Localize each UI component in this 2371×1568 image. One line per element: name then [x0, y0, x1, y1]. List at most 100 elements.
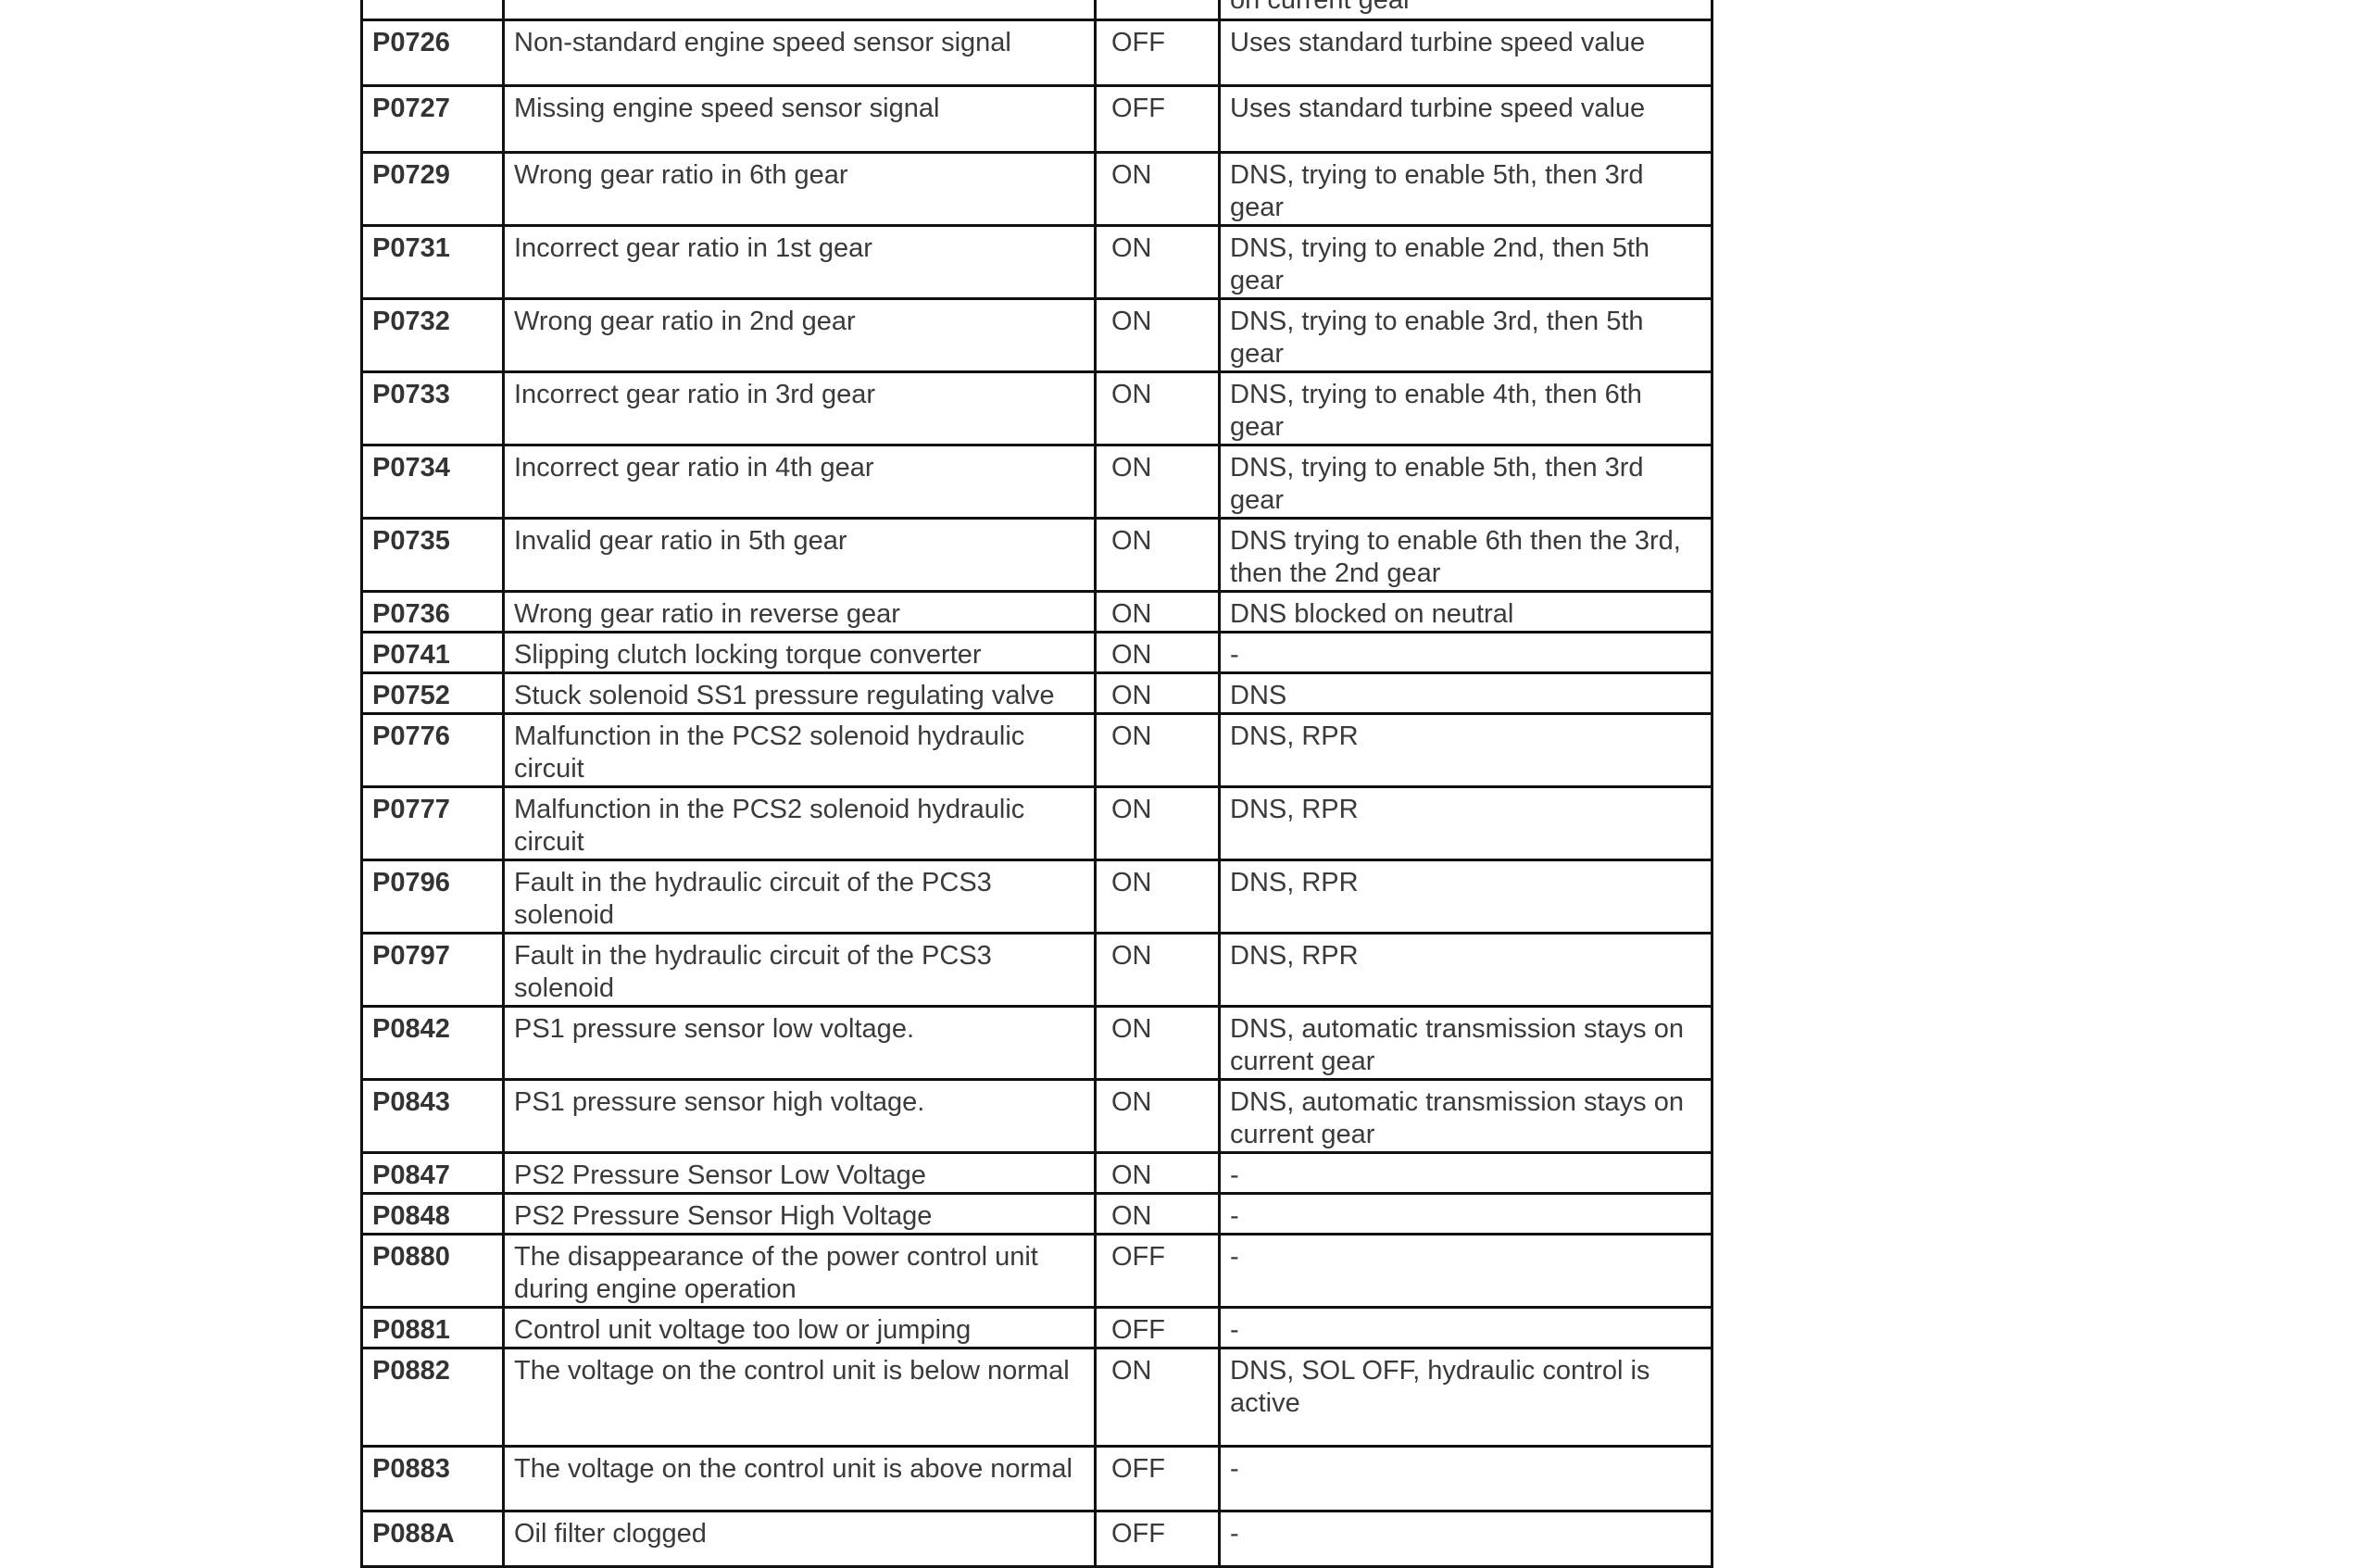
- code-cell: P0752: [360, 671, 505, 715]
- code-cell: P0883: [360, 1445, 505, 1512]
- description-cell: PS1 pressure sensor high voltage.: [502, 1078, 1097, 1154]
- description-cell: Slipping clutch locking torque converter: [502, 631, 1097, 674]
- description-cell: Non-standard engine speed sensor signal: [502, 19, 1097, 87]
- code-cell: P0796: [360, 859, 505, 935]
- action-cell: DNS blocked on neutral: [1218, 590, 1713, 633]
- table-row: P0796 Fault in the hydraulic circuit of t…: [360, 859, 1713, 935]
- indicator-cell: OFF: [1094, 1445, 1221, 1512]
- indicator-cell: ON: [1094, 1151, 1221, 1195]
- action-cell: DNS, RPR: [1218, 785, 1713, 861]
- table-row: P088A Oil filter clogged OFF -: [360, 1510, 1713, 1568]
- action-cell: DNS, trying to enable 2nd, then 5th gear: [1218, 224, 1713, 300]
- table-row: P0726 Non-standard engine speed sensor si…: [360, 19, 1713, 87]
- code-cell: P0729: [360, 151, 505, 227]
- action-cell: DNS trying to enable 6th then the 3rd, t…: [1218, 517, 1713, 593]
- action-cell: -: [1218, 1192, 1713, 1236]
- action-cell: DNS, trying to enable 4th, then 6th gear: [1218, 370, 1713, 446]
- description-cell: The voltage on the control unit is below…: [502, 1347, 1097, 1448]
- action-cell: -: [1218, 1510, 1713, 1568]
- action-cell: -: [1218, 1151, 1713, 1195]
- description-cell: Wrong gear ratio in reverse gear: [502, 590, 1097, 633]
- action-cell: DNS, trying to enable 5th, then 3rd gear: [1218, 444, 1713, 520]
- description-cell: Malfunction in the PCS2 solenoid hydraul…: [502, 785, 1097, 861]
- fault-code-table: on current gear P0726 Non-standard engine…: [360, 0, 1713, 1568]
- action-cell: DNS, RPR: [1218, 712, 1713, 788]
- code-cell: P088A: [360, 1510, 505, 1568]
- indicator-cell: ON: [1094, 1078, 1221, 1154]
- description-cell: Oil filter clogged: [502, 1510, 1097, 1568]
- indicator-cell: ON: [1094, 1005, 1221, 1081]
- description-cell: The voltage on the control unit is above…: [502, 1445, 1097, 1512]
- table-row: P0797 Fault in the hydraulic circuit of t…: [360, 932, 1713, 1008]
- action-cell: -: [1218, 631, 1713, 674]
- table-row: P0883 The voltage on the control unit is …: [360, 1445, 1713, 1512]
- indicator-cell: ON: [1094, 297, 1221, 373]
- indicator-cell: ON: [1094, 517, 1221, 593]
- description-cell: PS2 Pressure Sensor Low Voltage: [502, 1151, 1097, 1195]
- table-row: P0777 Malfunction in the PCS2 solenoid hy…: [360, 785, 1713, 861]
- indicator-cell: ON: [1094, 1347, 1221, 1448]
- indicator-cell: OFF: [1094, 1233, 1221, 1309]
- code-cell: [360, 0, 505, 21]
- table-row: P0848 PS2 Pressure Sensor High Voltage ON -: [360, 1192, 1713, 1236]
- indicator-cell: ON: [1094, 444, 1221, 520]
- indicator-cell: ON: [1094, 1192, 1221, 1236]
- table-row: P0729 Wrong gear ratio in 6th gear ON DNS, …: [360, 151, 1713, 227]
- description-cell: PS2 Pressure Sensor High Voltage: [502, 1192, 1097, 1236]
- indicator-cell: ON: [1094, 631, 1221, 674]
- table-row: P0734 Incorrect gear ratio in 4th gear ON D…: [360, 444, 1713, 520]
- table-row: P0736 Wrong gear ratio in reverse gear ON D…: [360, 590, 1713, 633]
- table-row: P0881 Control unit voltage too low or jum…: [360, 1306, 1713, 1349]
- indicator-cell: ON: [1094, 671, 1221, 715]
- table-row: P0880 The disappearance of the power cont…: [360, 1233, 1713, 1309]
- indicator-cell: OFF: [1094, 84, 1221, 154]
- action-cell: on current gear: [1218, 0, 1713, 21]
- description-cell: PS1 pressure sensor low voltage.: [502, 1005, 1097, 1081]
- action-cell: DNS, RPR: [1218, 932, 1713, 1008]
- description-cell: [502, 0, 1097, 21]
- code-cell: P0881: [360, 1306, 505, 1349]
- table-row: P0731 Incorrect gear ratio in 1st gear ON D…: [360, 224, 1713, 300]
- code-cell: P0734: [360, 444, 505, 520]
- table-row: on current gear: [360, 0, 1713, 21]
- code-cell: P0731: [360, 224, 505, 300]
- action-cell: Uses standard turbine speed value: [1218, 84, 1713, 154]
- table-row: P0843 PS1 pressure sensor high voltage. ON…: [360, 1078, 1713, 1154]
- action-cell: -: [1218, 1445, 1713, 1512]
- action-cell: DNS: [1218, 671, 1713, 715]
- description-cell: Wrong gear ratio in 6th gear: [502, 151, 1097, 227]
- code-cell: P0733: [360, 370, 505, 446]
- code-cell: P0880: [360, 1233, 505, 1309]
- indicator-cell: ON: [1094, 859, 1221, 935]
- table-row: P0727 Missing engine speed sensor signal O…: [360, 84, 1713, 154]
- code-cell: P0726: [360, 19, 505, 87]
- description-cell: Wrong gear ratio in 2nd gear: [502, 297, 1097, 373]
- table-row: P0735 Invalid gear ratio in 5th gear ON DNS…: [360, 517, 1713, 593]
- code-cell: P0776: [360, 712, 505, 788]
- description-cell: The disappearance of the power control u…: [502, 1233, 1097, 1309]
- description-cell: Stuck solenoid SS1 pressure regulating v…: [502, 671, 1097, 715]
- action-cell: Uses standard turbine speed value: [1218, 19, 1713, 87]
- code-cell: P0843: [360, 1078, 505, 1154]
- description-cell: Fault in the hydraulic circuit of the PC…: [502, 859, 1097, 935]
- table-row: P0847 PS2 Pressure Sensor Low Voltage ON -: [360, 1151, 1713, 1195]
- action-cell: -: [1218, 1306, 1713, 1349]
- code-cell: P0848: [360, 1192, 505, 1236]
- code-cell: P0882: [360, 1347, 505, 1448]
- action-cell: DNS, trying to enable 5th, then 3rd gear: [1218, 151, 1713, 227]
- indicator-cell: OFF: [1094, 19, 1221, 87]
- description-cell: Control unit voltage too low or jumping: [502, 1306, 1097, 1349]
- indicator-cell: ON: [1094, 785, 1221, 861]
- code-cell: P0797: [360, 932, 505, 1008]
- table-row: P0733 Incorrect gear ratio in 3rd gear ON D…: [360, 370, 1713, 446]
- description-cell: Incorrect gear ratio in 3rd gear: [502, 370, 1097, 446]
- description-cell: Fault in the hydraulic circuit of the PC…: [502, 932, 1097, 1008]
- indicator-cell: ON: [1094, 932, 1221, 1008]
- table-row: P0741 Slipping clutch locking torque conv…: [360, 631, 1713, 674]
- action-cell: DNS, automatic transmission stays on cur…: [1218, 1005, 1713, 1081]
- description-cell: Incorrect gear ratio in 1st gear: [502, 224, 1097, 300]
- indicator-cell: ON: [1094, 590, 1221, 633]
- table-row: P0882 The voltage on the control unit is …: [360, 1347, 1713, 1448]
- code-cell: P0727: [360, 84, 505, 154]
- indicator-cell: ON: [1094, 712, 1221, 788]
